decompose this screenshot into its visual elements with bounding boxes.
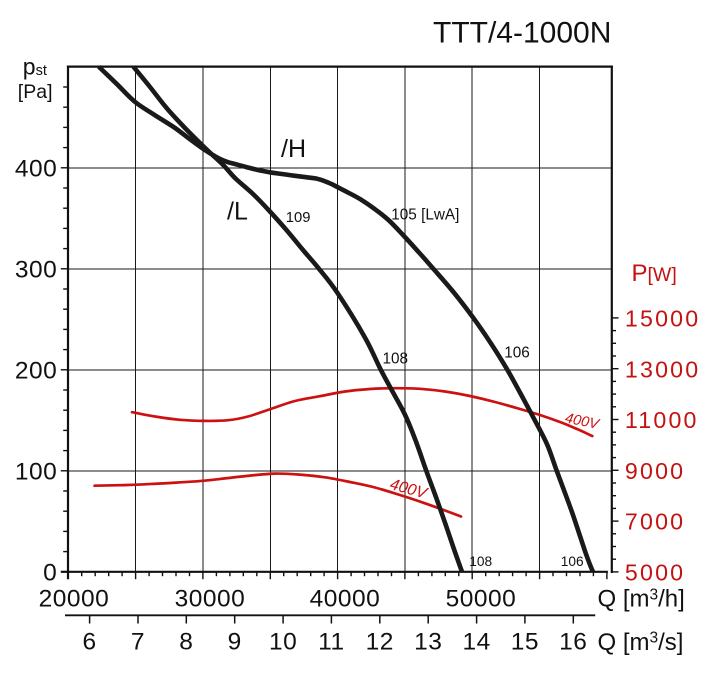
svg-text:13: 13 [414,629,442,656]
svg-text:10: 10 [269,629,297,656]
svg-text:50000: 50000 [446,586,517,613]
svg-text:8: 8 [179,629,193,656]
svg-text:109: 109 [286,210,311,226]
svg-text:400: 400 [15,156,57,183]
svg-text:106: 106 [504,345,530,362]
svg-text:13000: 13000 [625,356,700,382]
svg-text:[Pa]: [Pa] [18,81,53,103]
svg-text:6: 6 [83,629,97,656]
svg-text:100: 100 [15,459,57,486]
svg-text:/L: /L [227,198,248,226]
svg-text:20000: 20000 [39,586,110,613]
svg-text:200: 200 [15,358,57,385]
svg-text:105 [LwA]: 105 [LwA] [391,207,459,224]
svg-text:40000: 40000 [310,586,381,613]
svg-text:9000: 9000 [625,458,685,484]
svg-text:400V: 400V [564,410,602,433]
svg-text:0: 0 [43,560,57,587]
svg-text:12: 12 [366,629,394,656]
svg-text:300: 300 [15,257,57,284]
svg-text:P[W]: P[W] [632,260,677,287]
svg-text:Q [m3/h]: Q [m3/h] [598,586,685,613]
svg-text:11: 11 [318,629,344,656]
svg-text:16: 16 [559,629,587,656]
svg-text:11000: 11000 [625,407,699,433]
svg-text:108: 108 [383,350,409,367]
svg-text:14: 14 [462,629,490,656]
svg-text:7000: 7000 [625,509,685,535]
svg-text:7: 7 [131,629,145,656]
svg-text:15: 15 [511,629,539,656]
svg-text:30000: 30000 [175,586,246,613]
svg-text:15000: 15000 [625,306,700,332]
svg-text:108: 108 [469,554,492,569]
svg-text:/H: /H [281,135,306,163]
svg-text:TTT/4-1000N: TTT/4-1000N [433,17,611,50]
svg-text:Q [m3/s]: Q [m3/s] [598,629,684,656]
svg-text:9: 9 [228,629,242,656]
svg-text:5000: 5000 [625,560,685,586]
svg-text:106: 106 [561,554,584,569]
